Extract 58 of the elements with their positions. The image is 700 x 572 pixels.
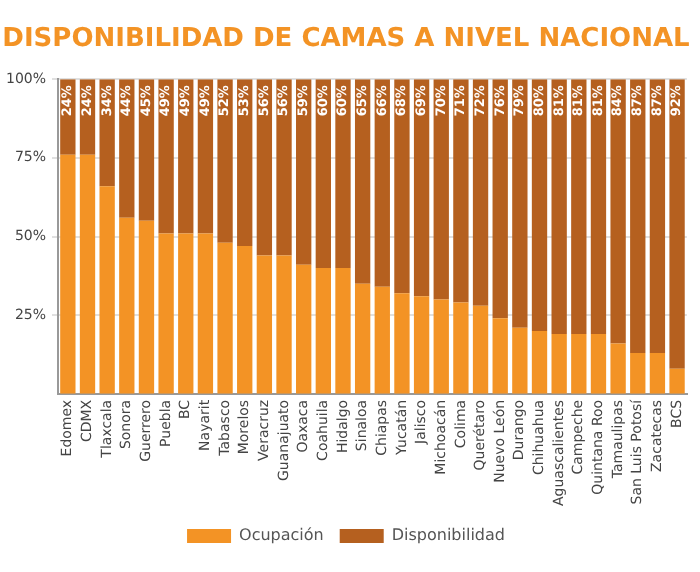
legend-label: Disponibilidad	[391, 526, 505, 545]
bar	[158, 79, 174, 234]
bar	[197, 233, 214, 394]
bar	[99, 186, 115, 394]
bar	[158, 233, 174, 394]
bar	[590, 334, 607, 394]
bar	[630, 352, 646, 394]
bar	[669, 79, 685, 369]
bar	[99, 79, 115, 187]
bar	[472, 305, 489, 394]
bar	[354, 283, 371, 394]
bar	[354, 79, 371, 284]
bar	[571, 79, 587, 335]
bar	[512, 327, 528, 394]
bar	[649, 352, 666, 394]
bar	[256, 255, 273, 394]
bar	[138, 220, 155, 394]
bar	[394, 293, 410, 394]
bar	[512, 79, 528, 328]
bar	[60, 154, 76, 394]
bar	[413, 296, 430, 394]
bar	[472, 79, 489, 306]
bar	[649, 79, 666, 353]
bar	[237, 245, 253, 394]
bar	[531, 330, 548, 394]
bar	[276, 79, 292, 256]
bar	[335, 267, 351, 394]
bar	[610, 343, 626, 394]
bar	[590, 79, 607, 335]
bar	[335, 79, 351, 268]
bar	[296, 79, 312, 265]
bar	[276, 255, 292, 394]
bar	[394, 79, 410, 294]
bar	[374, 79, 390, 287]
legend-label: Ocupación	[239, 526, 324, 545]
bar	[217, 242, 233, 394]
bar	[296, 264, 312, 394]
bar	[79, 154, 96, 394]
bar	[492, 79, 508, 319]
bar	[433, 299, 449, 394]
chart-title: DISPONIBILIDAD DE CAMAS A NIVEL NACIONAL	[2, 24, 690, 55]
bar	[453, 79, 469, 303]
bar	[433, 79, 449, 300]
bar	[119, 217, 135, 394]
bar	[413, 79, 430, 297]
bar	[669, 368, 685, 394]
bar	[315, 267, 331, 394]
bar	[571, 334, 587, 394]
bar	[551, 334, 567, 394]
bar	[551, 79, 567, 335]
bar	[630, 79, 646, 353]
bar	[453, 302, 469, 394]
bar	[217, 79, 233, 243]
bar	[610, 79, 626, 344]
bar	[531, 79, 548, 331]
bar	[492, 318, 508, 394]
bar	[374, 286, 390, 394]
bar	[178, 233, 194, 394]
